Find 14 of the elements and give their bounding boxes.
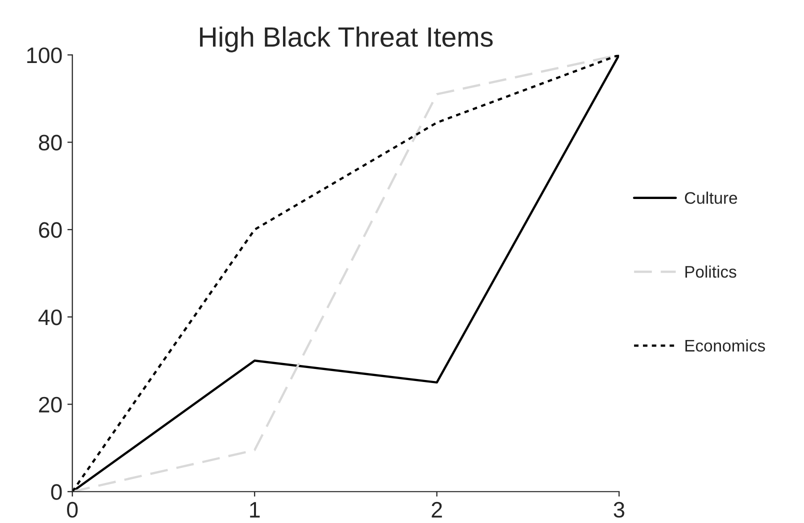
x-tick-label: 1 xyxy=(250,502,260,518)
y-tick-label: 100 xyxy=(27,47,62,64)
legend-label: Culture xyxy=(684,192,738,204)
y-tick-label: 80 xyxy=(38,134,62,151)
legend-label: Economics xyxy=(685,339,765,352)
x-tick-label: 3 xyxy=(614,502,624,518)
y-tick-label: 40 xyxy=(38,309,62,326)
x-tick-label: 0 xyxy=(67,502,78,518)
x-tick-label: 2 xyxy=(432,502,442,518)
y-tick-label: 20 xyxy=(39,396,62,413)
y-tick-label: 0 xyxy=(51,484,62,500)
y-tick-label: 60 xyxy=(39,222,62,238)
chart-title: High Black Threat Items xyxy=(200,26,493,52)
legend-label: Politics xyxy=(685,266,736,278)
